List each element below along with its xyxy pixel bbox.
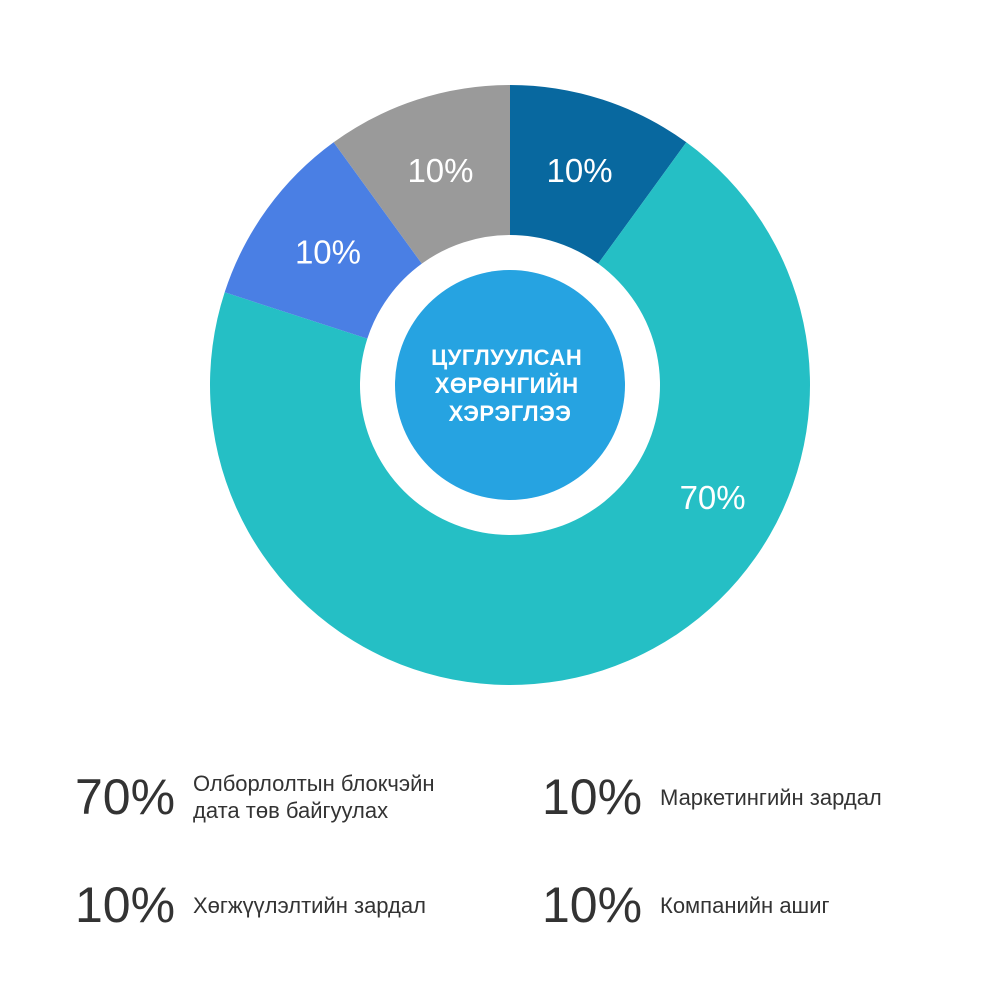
slice-label-4: 10% xyxy=(407,152,473,189)
slice-label-2: 70% xyxy=(680,479,746,516)
donut-slice-1 xyxy=(510,85,687,264)
center-label-line-3: ХЭРЭГЛЭЭ xyxy=(449,401,572,426)
center-label-line-2: ХӨРӨНГИЙН xyxy=(435,373,579,398)
donut-chart: 10% 70% 10% 10% ЦУГЛУУЛСАН ХӨРӨНГИЙН ХЭРЭГЛ… xyxy=(210,85,811,685)
legend-item-marketing: 10% Маркетингийн зардал xyxy=(542,768,882,826)
legend-percent: 10% xyxy=(542,877,643,933)
legend-item-development: 10% Хөгжүүлэлтийн зардал xyxy=(75,876,426,934)
slice-label-3: 10% xyxy=(295,234,361,271)
legend-percent: 10% xyxy=(542,769,643,825)
donut-slice-4 xyxy=(333,85,510,264)
center-disc xyxy=(395,270,625,500)
slice-labels: 10% 70% 10% 10% xyxy=(295,152,746,516)
legend-label: Маркетингийн зардал xyxy=(660,784,882,810)
legend-percent: 10% xyxy=(75,877,176,933)
legend-label: Хөгжүүлэлтийн зардал xyxy=(193,892,426,918)
legend-label: Олборлолтын блокчэйн дата төв байгуулах xyxy=(193,771,435,823)
slice-label-1: 10% xyxy=(546,152,612,189)
legend-percent: 70% xyxy=(75,769,176,825)
legend-item-mining-datacenter: 70% Олборлолтын блокчэйн дата төв байгуу… xyxy=(75,768,435,826)
center-label: ЦУГЛУУЛСАН ХӨРӨНГИЙН ХЭРЭГЛЭЭ xyxy=(431,345,589,426)
legend-label: Компанийн ашиг xyxy=(660,892,830,918)
center-label-line-1: ЦУГЛУУЛСАН xyxy=(431,345,582,370)
legend-item-company-profit: 10% Компанийн ашиг xyxy=(542,876,830,934)
donut-slice-3 xyxy=(224,142,422,339)
donut-slices xyxy=(210,85,811,685)
donut-slice-2 xyxy=(210,142,811,685)
